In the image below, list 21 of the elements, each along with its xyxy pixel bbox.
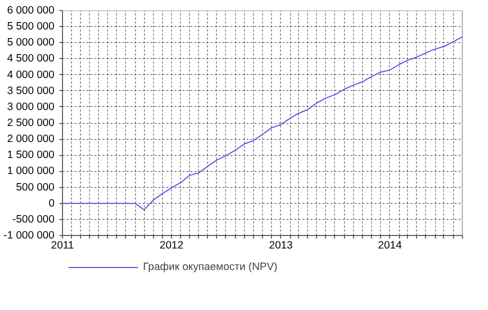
y-tick-label: 5 500 000 — [7, 20, 55, 33]
y-tick-label: -1 000 000 — [4, 230, 55, 242]
y-tick-label: 500 000 — [16, 181, 55, 194]
y-tick-label: 2 500 000 — [7, 117, 55, 129]
y-tick-label: 1 000 000 — [7, 165, 55, 178]
y-tick-label: 0 — [48, 197, 55, 210]
x-tick-label: 2012 — [160, 240, 184, 252]
line-series — [62, 36, 462, 210]
y-tick-label: 4 000 000 — [7, 68, 55, 81]
text: График окупаемости (NPV) — [143, 261, 278, 273]
x-tick-label: 2014 — [378, 240, 402, 252]
y-tick-label: 1 500 000 — [7, 149, 55, 162]
x-tick-label: 2011 — [51, 240, 74, 252]
y-tick-label: 5 000 000 — [7, 36, 55, 49]
y-tick-label: 6 000 000 — [7, 4, 55, 16]
y-tick-label: 4 500 000 — [7, 52, 55, 65]
x-tick-label: 2013 — [269, 240, 293, 252]
y-tick-label: 3 500 000 — [7, 84, 55, 97]
y-tick-label: 3 000 000 — [7, 100, 55, 113]
y-tick-label: -500 000 — [12, 213, 55, 226]
y-tick-label: 2 000 000 — [7, 133, 55, 146]
